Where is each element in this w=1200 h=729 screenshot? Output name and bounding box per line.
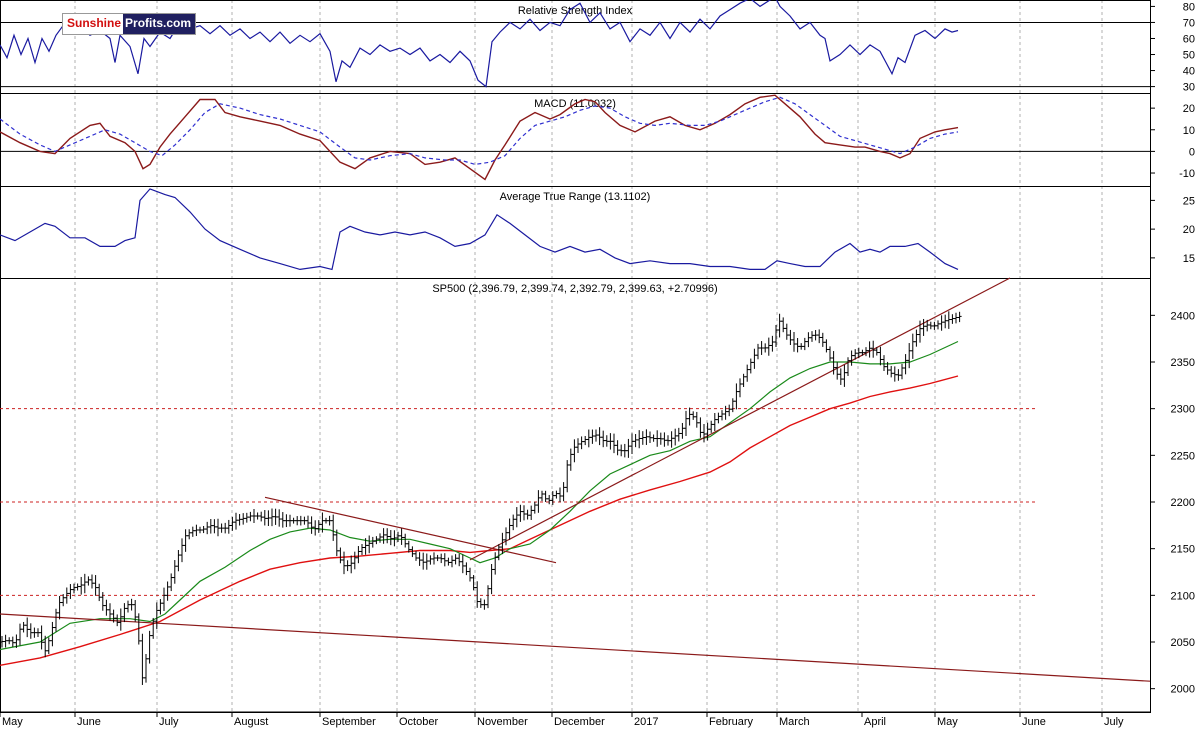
vertical-gridlines — [74, 0, 1103, 712]
trendline — [264, 496, 557, 564]
y-tick-label: 2100 — [1171, 590, 1195, 602]
x-tick-label: February — [709, 716, 754, 728]
x-tick-label: November — [477, 716, 528, 728]
y-tick-label: 10 — [1183, 125, 1195, 137]
price-panel: SP500 (2,396.79, 2,399.74, 2,392.79, 2,3… — [0, 277, 1195, 696]
atr-line — [0, 188, 959, 271]
atr-title: Average True Range (13.1102) — [500, 191, 651, 203]
y-tick-label: 2250 — [1171, 450, 1195, 462]
price-title: SP500 (2,396.79, 2,399.74, 2,392.79, 2,3… — [432, 283, 717, 295]
sma-fast-line — [0, 340, 959, 651]
x-tick-label: September — [322, 716, 376, 728]
y-tick-label: 25 — [1183, 195, 1195, 207]
y-tick-label: 2000 — [1171, 684, 1195, 696]
x-axis: May June July August September October Novembe… — [0, 711, 1150, 728]
x-tick-label: June — [1022, 716, 1046, 728]
x-tick-label: July — [1104, 716, 1124, 728]
x-tick-label: August — [234, 716, 268, 728]
trendline — [0, 613, 1151, 682]
y-tick-label: 2300 — [1171, 404, 1195, 416]
x-tick-label: May — [937, 716, 958, 728]
atr-panel: Average True Range (13.1102) 15 20 25 — [0, 188, 1195, 271]
y-tick-label: -10 — [1179, 168, 1195, 180]
y-tick-label: 60 — [1183, 33, 1195, 45]
x-tick-label: 2017 — [634, 716, 658, 728]
logo-part1: Sunshine — [63, 14, 124, 34]
y-tick-label: 2050 — [1171, 637, 1195, 649]
y-tick-label: 20 — [1183, 103, 1195, 115]
logo-part2: Profits.com — [123, 14, 196, 34]
macd-line — [0, 94, 959, 181]
x-tick-label: June — [77, 716, 101, 728]
y-tick-label: 2350 — [1171, 357, 1195, 369]
x-tick-label: October — [399, 716, 438, 728]
y-tick-label: 15 — [1183, 253, 1195, 265]
y-tick-label: 30 — [1183, 82, 1195, 94]
y-tick-label: 20 — [1183, 224, 1195, 236]
y-tick-label: 0 — [1189, 146, 1195, 158]
macd-signal-line — [0, 96, 959, 166]
y-tick-label: 2400 — [1171, 310, 1195, 322]
sunshine-profits-logo[interactable]: Sunshine Profits.com — [62, 13, 197, 35]
x-tick-label: July — [159, 716, 179, 728]
x-tick-label: May — [2, 716, 23, 728]
y-tick-label: 80 — [1183, 1, 1195, 13]
sma-slow-line — [0, 375, 959, 666]
y-tick-label: 70 — [1183, 17, 1195, 29]
rsi-title: Relative Strength Index — [518, 5, 633, 17]
x-tick-label: December — [554, 716, 605, 728]
rsi-line — [0, 0, 959, 88]
y-tick-label: 40 — [1183, 66, 1195, 78]
y-tick-label: 50 — [1183, 50, 1195, 62]
trendline — [469, 277, 1011, 561]
x-tick-label: March — [779, 716, 810, 728]
y-tick-label: 2150 — [1171, 544, 1195, 556]
y-tick-label: 2200 — [1171, 497, 1195, 509]
x-tick-label: April — [864, 716, 886, 728]
